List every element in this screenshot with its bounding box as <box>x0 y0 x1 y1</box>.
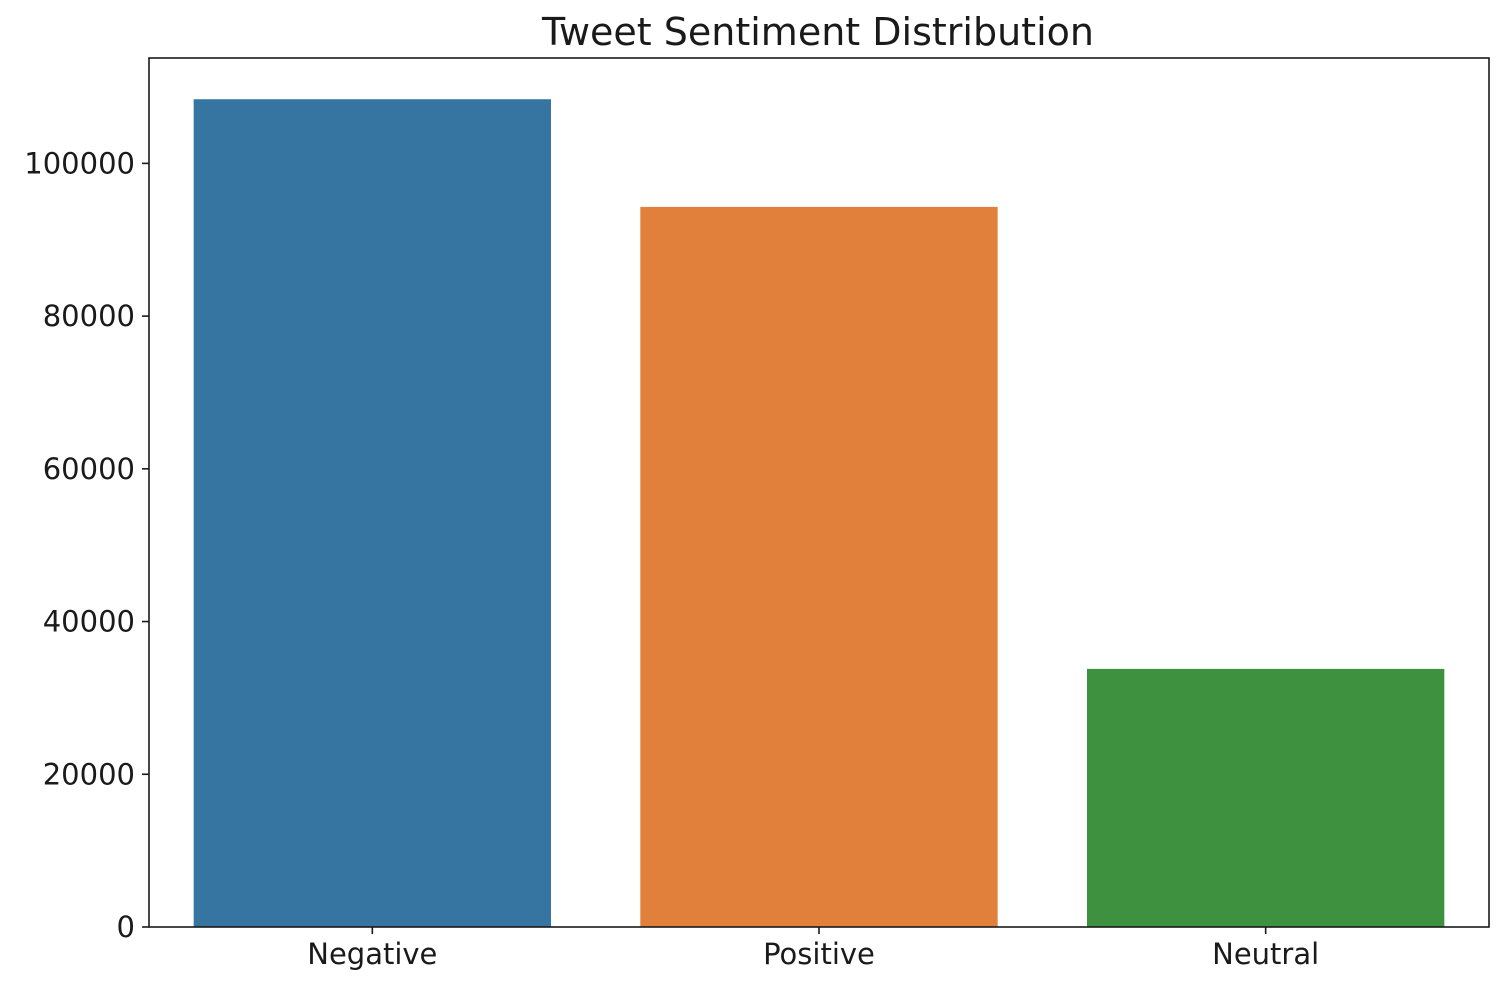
y-tick-label: 80000 <box>43 299 135 333</box>
y-tick-label: 40000 <box>43 605 135 639</box>
x-tick-label-negative: Negative <box>307 937 437 971</box>
y-tick-label: 20000 <box>43 757 135 791</box>
bars-layer <box>193 99 1445 928</box>
y-tick-label: 100000 <box>24 146 135 180</box>
x-tick-label-neutral: Neutral <box>1212 937 1319 971</box>
chart-title: Tweet Sentiment Distribution <box>541 10 1094 54</box>
y-axis-ticks: 0 20000 40000 60000 80000 100000 <box>24 146 149 944</box>
y-tick-label: 0 <box>117 910 135 944</box>
bar-positive <box>640 206 998 927</box>
bar-negative <box>193 99 551 928</box>
x-tick-label-positive: Positive <box>763 937 875 971</box>
x-axis-ticks: Negative Positive Neutral <box>307 927 1319 971</box>
axes-frame <box>148 57 1490 928</box>
y-tick-label: 60000 <box>43 452 135 486</box>
bar-neutral <box>1087 668 1445 927</box>
